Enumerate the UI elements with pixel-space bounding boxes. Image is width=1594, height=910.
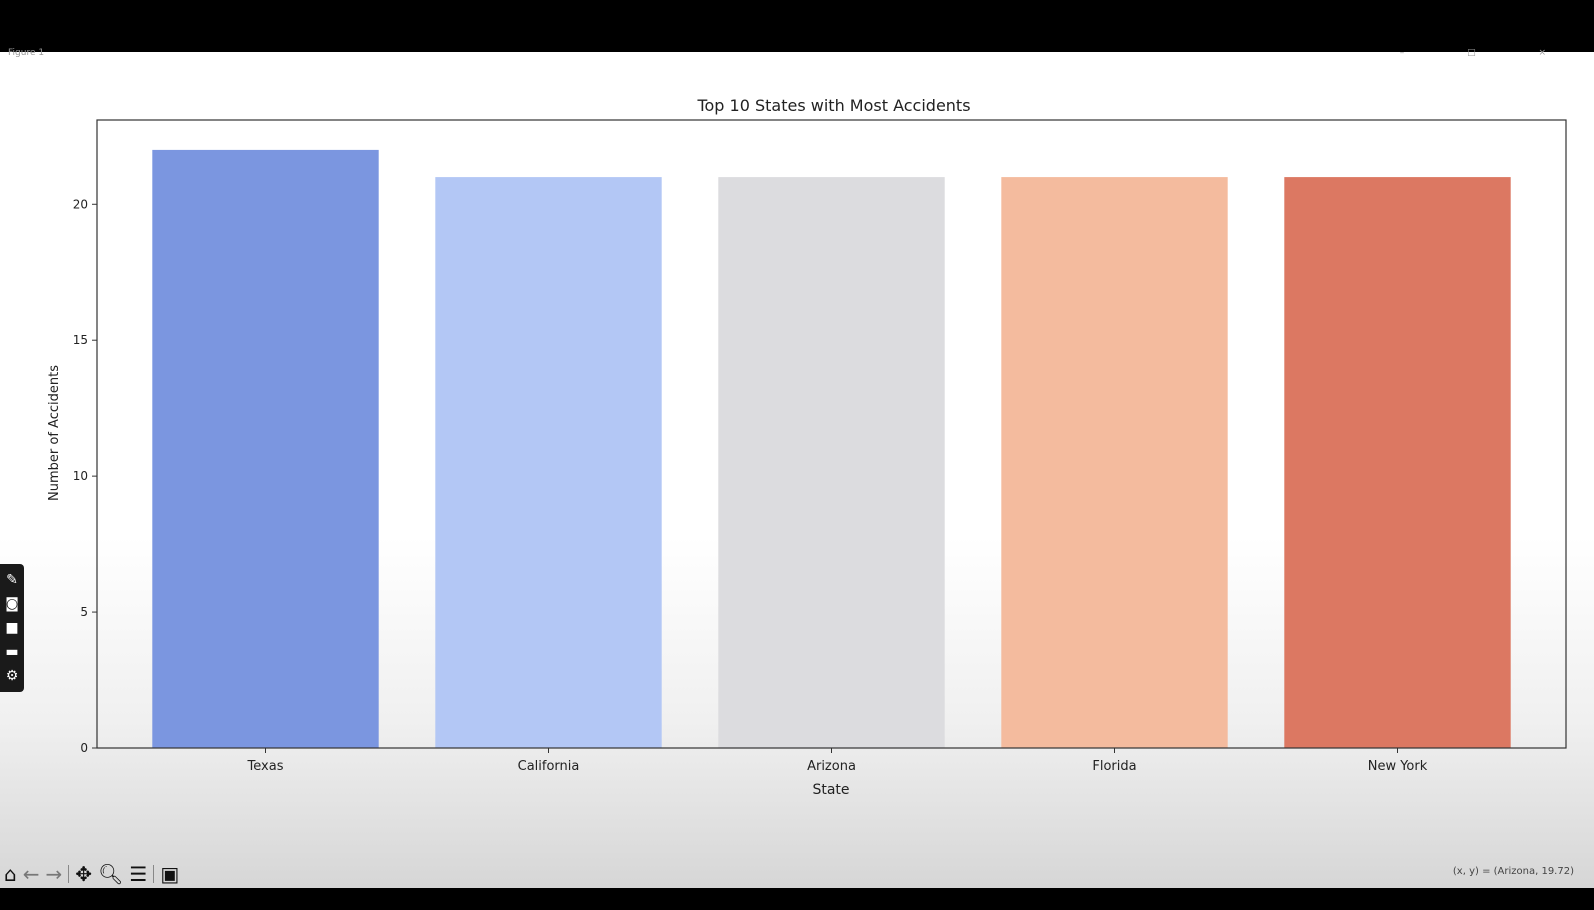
bar-california — [435, 177, 662, 748]
y-tick-label: 0 — [80, 741, 88, 755]
x-tick-label: Texas — [247, 759, 284, 774]
save-icon[interactable]: ▣ — [160, 862, 180, 886]
video-icon[interactable]: ■ — [5, 620, 19, 636]
y-tick-label: 20 — [73, 197, 88, 211]
y-axis-ticks: 0 5 10 15 20 — [73, 197, 97, 755]
bar-texas — [152, 149, 379, 748]
figure-window: Figure 1 – □ × Top 10 States with Most A… — [0, 48, 1594, 888]
sliders-icon[interactable]: ☰ — [129, 862, 148, 886]
coordinate-readout: (x, y) = (Arizona, 19.72) — [1452, 866, 1574, 877]
move-icon[interactable]: ✥ — [75, 862, 92, 886]
x-tick-label: Florida — [1092, 759, 1136, 774]
toolbar-separator — [153, 865, 155, 883]
bottom-black-bar — [0, 888, 1594, 910]
recording-side-toolbar: ✎ ◙ ■ ▬ ⚙ — [0, 564, 24, 692]
bar-florida — [1001, 177, 1228, 748]
screen-icon[interactable]: ▬ — [5, 644, 19, 660]
bar-new-york — [1284, 177, 1511, 748]
axes-frame — [96, 119, 1567, 749]
home-icon[interactable]: ⌂ — [4, 862, 17, 886]
toolbar-separator — [68, 865, 70, 883]
forward-arrow-icon[interactable]: → — [45, 862, 63, 886]
pencil-icon[interactable]: ✎ — [6, 572, 18, 588]
back-arrow-icon[interactable]: ← — [22, 862, 40, 886]
plot-canvas[interactable]: Top 10 States with Most Accidents 0 5 10 15… — [0, 52, 1594, 842]
window-title: Figure 1 — [8, 48, 45, 58]
x-tick-label: Arizona — [807, 759, 856, 774]
window-controls[interactable]: – □ × — [1399, 48, 1576, 58]
x-axis-ticks: Texas California Arizona Florida New York — [247, 748, 1428, 774]
zoom-icon[interactable]: 🔍︎ — [98, 862, 124, 886]
bar-arizona — [718, 177, 945, 748]
titlebar: Figure 1 – □ × — [0, 48, 1594, 62]
chart-title: Top 10 States with Most Accidents — [696, 96, 970, 115]
y-tick-label: 15 — [73, 333, 88, 347]
x-tick-label: California — [518, 759, 580, 774]
y-tick-label: 10 — [73, 469, 88, 483]
bars-group — [152, 149, 1511, 748]
y-tick-label: 5 — [80, 605, 88, 619]
x-axis-label: State — [812, 782, 849, 798]
x-tick-label: New York — [1368, 759, 1428, 774]
navigation-toolbar: ⌂ ← → ✥ 🔍︎ ☰ ▣ — [4, 862, 179, 886]
camera-icon[interactable]: ◙ — [5, 596, 19, 612]
y-axis-label: Number of Accidents — [47, 365, 62, 501]
gear-icon[interactable]: ⚙ — [5, 668, 19, 684]
